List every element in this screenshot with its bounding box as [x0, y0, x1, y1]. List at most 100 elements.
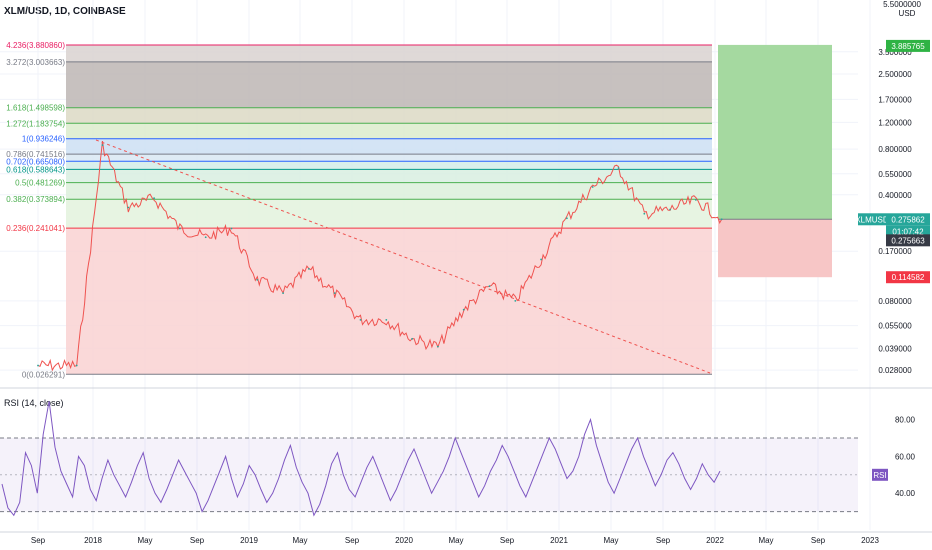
fib-level-label: 0.236(0.241041) [6, 224, 65, 233]
rsi-badge [872, 468, 888, 481]
price-point [230, 227, 233, 230]
symbol-badge [858, 213, 886, 226]
fib-level-label: 1(0.936246) [22, 135, 65, 144]
current-price-badge [886, 234, 930, 247]
fib-zone-2 [66, 107, 712, 124]
price-tick-label: 0.080000 [878, 297, 912, 306]
price-tick-label: 3.500000 [878, 48, 912, 57]
price-tick-label: 0.400000 [878, 191, 912, 200]
price-series [37, 141, 723, 372]
price-point [101, 144, 104, 146]
position-target-zone[interactable] [718, 44, 832, 220]
symbol-badge-label: XLMUSD [855, 215, 889, 224]
position-stop-zone[interactable] [718, 219, 832, 278]
stop-badge-label: 0.114582 [892, 273, 925, 282]
time-tick-label: 2021 [550, 536, 568, 545]
countdown-badge-label: 01:07:42 [892, 227, 924, 236]
price-point [282, 292, 284, 295]
fib-zone-3 [66, 123, 712, 139]
price-point [488, 285, 491, 288]
fib-zone-9 [66, 199, 712, 229]
price-point [643, 212, 646, 215]
time-tick-label: 2018 [84, 536, 102, 545]
price-point [617, 167, 620, 169]
price-point [359, 318, 362, 321]
rsi-pane: 80.00 60.00 40.00 RSI [0, 387, 932, 517]
price-point [308, 267, 310, 270]
rsi-tick-label: 60.00 [895, 452, 916, 461]
time-tick-label: May [137, 536, 152, 545]
fib-level-label: 0(0.026291) [22, 370, 65, 379]
symbol-title: XLM/USD, 1D, COINBASE [4, 6, 126, 17]
price-tick-label: 0.800000 [878, 145, 912, 154]
target-badge [886, 39, 930, 52]
time-tick-label: 2022 [706, 536, 724, 545]
time-tick-label: May [603, 536, 618, 545]
price-tick-label: 0.028000 [878, 366, 912, 375]
fib-zone-10 [66, 228, 712, 375]
rsi-tick-label: 80.00 [895, 416, 916, 425]
long-position-tool [718, 44, 832, 278]
price-axis: 3.500000 2.500000 1.700000 1.200000 0.800000… [878, 48, 912, 375]
price-point [669, 208, 671, 211]
price-tick-label: 0.055000 [878, 322, 912, 331]
time-tick-label: Sep [656, 536, 671, 545]
price-point [153, 197, 156, 200]
price-axis-unit: USD [899, 9, 916, 18]
rsi-title: RSI (14, close) [4, 398, 64, 408]
price-badge-label: 0.275862 [891, 215, 925, 224]
price-tick-label: 0.170000 [878, 247, 912, 256]
price-point [333, 292, 336, 295]
rsi-badge-label: RSI [873, 471, 886, 480]
price-badge [886, 213, 930, 226]
rsi-tick-label: 40.00 [895, 489, 916, 498]
time-tick-label: Sep [190, 536, 205, 545]
time-axis: Sep 2018 May Sep 2019 May Sep 2020 May Sep 2021 May… [0, 531, 932, 545]
price-point [204, 236, 207, 239]
fib-zone-5 [66, 154, 712, 162]
fib-level-label: 4.236(3.880860) [6, 41, 65, 50]
price-line [37, 141, 723, 372]
fib-level-label: 1.618(1.498598) [6, 104, 65, 113]
price-axis-top: 5.5000000 [883, 0, 921, 9]
price-point [720, 218, 723, 221]
price-tick-label: 1.200000 [878, 118, 912, 127]
price-point [385, 318, 388, 321]
price-point [514, 299, 517, 302]
price-point [127, 206, 130, 209]
price-point [695, 199, 697, 201]
time-tick-label: 2023 [861, 536, 879, 545]
time-tick-label: May [448, 536, 463, 545]
price-point [462, 308, 465, 311]
price-point [75, 364, 78, 367]
trend-line [95, 139, 711, 374]
price-tick-label: 1.700000 [878, 95, 912, 104]
fib-zone-4 [66, 138, 712, 155]
price-point [37, 364, 39, 367]
price-point [591, 186, 594, 188]
fib-retracement: 4.236(3.880860) 3.272(3.003663) 1.618(1.49… [6, 41, 712, 379]
countdown-badge [886, 225, 930, 238]
fib-zone-1 [66, 61, 712, 108]
rsi-line [1, 401, 721, 517]
fib-zone-6 [66, 161, 712, 170]
trend-line-dashed[interactable] [95, 139, 711, 374]
price-point [256, 278, 259, 281]
fib-level-label: 0.5(0.481269) [15, 179, 65, 188]
price-tick-label: 0.039000 [878, 344, 912, 353]
fib-level-label: 0.702(0.665080) [6, 157, 65, 166]
fib-zone-0 [66, 44, 712, 62]
price-point [540, 258, 542, 261]
price-badges: 3.885765 XLMUSD 0.275862 01:07:420.275663 0.… [855, 39, 930, 284]
fib-level-label: 0.618(0.588643) [6, 165, 65, 174]
price-point [411, 337, 413, 340]
target-badge-label: 3.885765 [891, 42, 925, 51]
time-tick-label: May [758, 536, 773, 545]
current-price-badge-label: 0.275663 [891, 236, 925, 245]
time-tick-label: May [292, 536, 307, 545]
fib-zone-7 [66, 169, 712, 183]
stop-badge [886, 271, 930, 284]
price-point [566, 217, 568, 220]
fib-level-label: 0.382(0.373894) [6, 195, 65, 204]
